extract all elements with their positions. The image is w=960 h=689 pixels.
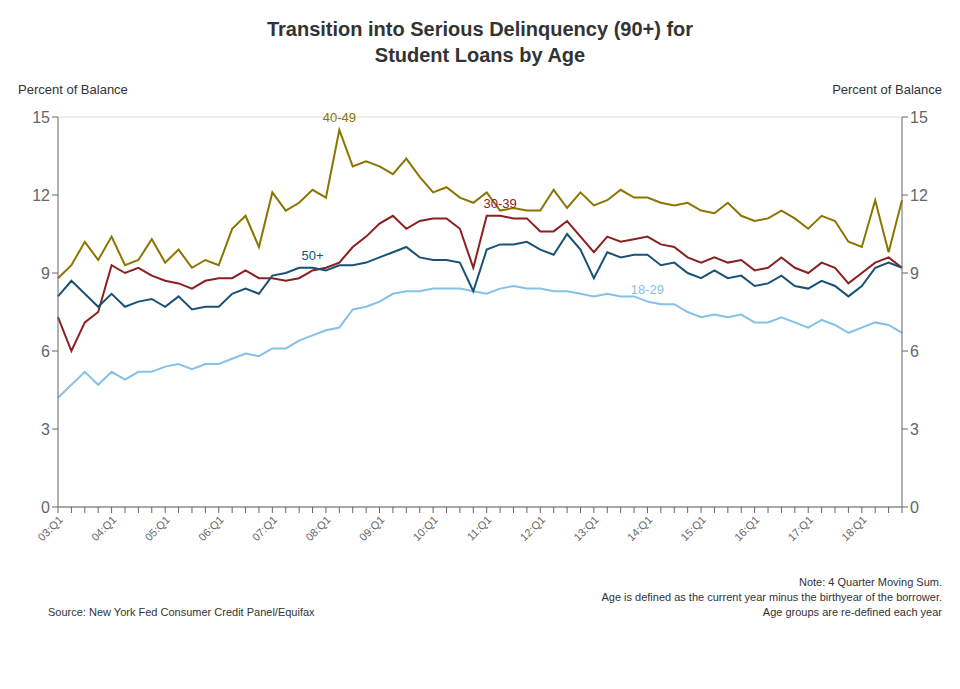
svg-text:9: 9: [910, 265, 919, 282]
html-text:Note: 4 Quarter Moving Sum.: Note: 4 Quarter Moving Sum.: [798, 576, 942, 588]
svg-text:10:Q1: 10:Q1: [410, 513, 440, 543]
html-text:Transition into Serious Delinq: Transition into Serious Delinquency (90+…: [266, 18, 694, 40]
svg-text:12:Q1: 12:Q1: [518, 513, 548, 543]
svg-text:05:Q1: 05:Q1: [142, 513, 172, 543]
svg-text:3: 3: [910, 421, 919, 438]
svg-text:13:Q1: 13:Q1: [571, 513, 601, 543]
svg-text:14:Q1: 14:Q1: [625, 513, 655, 543]
svg-text:17:Q1: 17:Q1: [785, 513, 815, 543]
html-text:Age groups are re-defined each: Age groups are re-defined each year: [762, 606, 942, 618]
html-text:Age is defined as the current: Age is defined as the current year minus…: [601, 591, 942, 603]
svg-text:0: 0: [910, 499, 919, 516]
svg-text:18:Q1: 18:Q1: [839, 513, 869, 543]
svg-text:40-49: 40-49: [323, 110, 356, 125]
svg-text:07:Q1: 07:Q1: [250, 513, 280, 543]
html-text:Percent of Balance: Percent of Balance: [832, 82, 942, 97]
svg-text:06:Q1: 06:Q1: [196, 513, 226, 543]
svg-text:15:Q1: 15:Q1: [678, 513, 708, 543]
svg-text:6: 6: [41, 343, 50, 360]
svg-text:15: 15: [32, 109, 50, 126]
svg-text:18-29: 18-29: [631, 282, 664, 297]
svg-text:9: 9: [41, 265, 50, 282]
svg-text:0: 0: [41, 499, 50, 516]
svg-text:6: 6: [910, 343, 919, 360]
svg-text:09:Q1: 09:Q1: [357, 513, 387, 543]
svg-text:12: 12: [32, 187, 50, 204]
svg-text:04:Q1: 04:Q1: [89, 513, 119, 543]
html-text:Student Loans by Age: Student Loans by Age: [374, 44, 586, 66]
svg-text:16:Q1: 16:Q1: [732, 513, 762, 543]
html-text:Percent of Balance: Percent of Balance: [18, 82, 128, 97]
svg-text:11:Q1: 11:Q1: [465, 513, 494, 542]
svg-text:30-39: 30-39: [483, 196, 516, 211]
svg-text:12: 12: [910, 187, 928, 204]
svg-text:03:Q1: 03:Q1: [35, 513, 65, 543]
svg-text:08:Q1: 08:Q1: [303, 513, 333, 543]
svg-text:50+: 50+: [302, 248, 324, 263]
html-text:Source: New York Fed Consumer: Source: New York Fed Consumer Credit Pan…: [48, 606, 315, 618]
svg-text:3: 3: [41, 421, 50, 438]
svg-text:15: 15: [910, 109, 928, 126]
